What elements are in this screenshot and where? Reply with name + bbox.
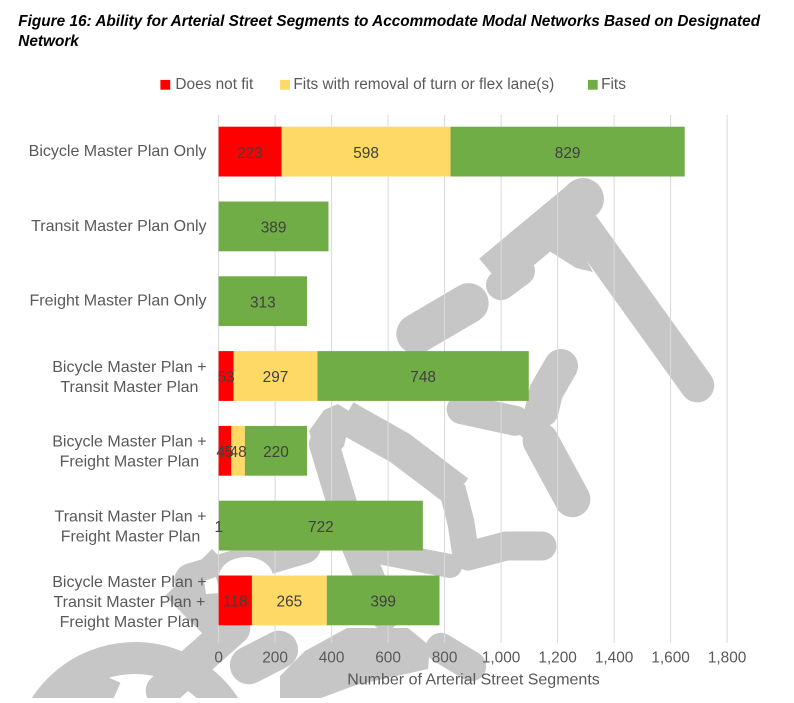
svg-text:Freight Master Plan: Freight Master Plan xyxy=(61,528,201,545)
svg-text:297: 297 xyxy=(263,369,289,386)
svg-text:200: 200 xyxy=(262,649,288,666)
svg-text:45: 45 xyxy=(216,444,233,461)
svg-text:1,200: 1,200 xyxy=(538,649,577,666)
svg-text:Transit Master Plan +: Transit Master Plan + xyxy=(55,509,207,526)
svg-text:Number of Arterial Street Segm: Number of Arterial Street Segments xyxy=(347,672,600,689)
svg-text:722: 722 xyxy=(308,519,334,536)
svg-text:389: 389 xyxy=(261,220,287,237)
svg-text:400: 400 xyxy=(319,649,345,666)
svg-text:Freight Master Plan: Freight Master Plan xyxy=(60,454,200,471)
svg-text:Freight Master Plan: Freight Master Plan xyxy=(60,614,200,631)
svg-text:Bicycle Master Plan Only: Bicycle Master Plan Only xyxy=(29,143,207,160)
svg-text:Freight Master Plan Only: Freight Master Plan Only xyxy=(30,293,207,310)
svg-text:1,000: 1,000 xyxy=(482,649,521,666)
svg-text:598: 598 xyxy=(353,145,379,162)
svg-text:Fits with removal of turn or f: Fits with removal of turn or flex lane(s… xyxy=(293,76,554,93)
svg-text:220: 220 xyxy=(263,444,289,461)
svg-text:Transit Master Plan: Transit Master Plan xyxy=(60,379,198,396)
svg-text:118: 118 xyxy=(223,594,248,611)
svg-text:Network: Network xyxy=(18,33,80,50)
svg-text:Transit Master Plan Only: Transit Master Plan Only xyxy=(31,218,206,235)
svg-text:Figure 16: Ability for Arteria: Figure 16: Ability for Arterial Street S… xyxy=(18,13,760,30)
svg-text:399: 399 xyxy=(370,594,396,611)
svg-text:1,800: 1,800 xyxy=(708,649,747,666)
svg-text:1,600: 1,600 xyxy=(651,649,690,666)
svg-text:Bicycle Master Plan +: Bicycle Master Plan + xyxy=(52,359,206,376)
svg-text:Does not fit: Does not fit xyxy=(175,76,254,93)
svg-text:265: 265 xyxy=(277,594,303,611)
svg-text:Fits: Fits xyxy=(601,76,626,93)
svg-text:313: 313 xyxy=(250,294,276,311)
svg-text:48: 48 xyxy=(230,444,247,461)
svg-text:800: 800 xyxy=(432,649,458,666)
svg-text:Transit Master Plan +: Transit Master Plan + xyxy=(53,594,205,611)
svg-text:0: 0 xyxy=(214,649,223,666)
svg-text:748: 748 xyxy=(410,369,436,386)
svg-text:53: 53 xyxy=(218,369,235,386)
svg-text:1: 1 xyxy=(214,519,223,536)
svg-text:600: 600 xyxy=(375,649,401,666)
svg-text:Bicycle Master Plan +: Bicycle Master Plan + xyxy=(52,434,206,451)
svg-text:1,400: 1,400 xyxy=(595,649,634,666)
svg-text:Bicycle Master Plan +: Bicycle Master Plan + xyxy=(52,574,206,591)
svg-text:223: 223 xyxy=(237,145,263,162)
svg-text:829: 829 xyxy=(555,145,581,162)
